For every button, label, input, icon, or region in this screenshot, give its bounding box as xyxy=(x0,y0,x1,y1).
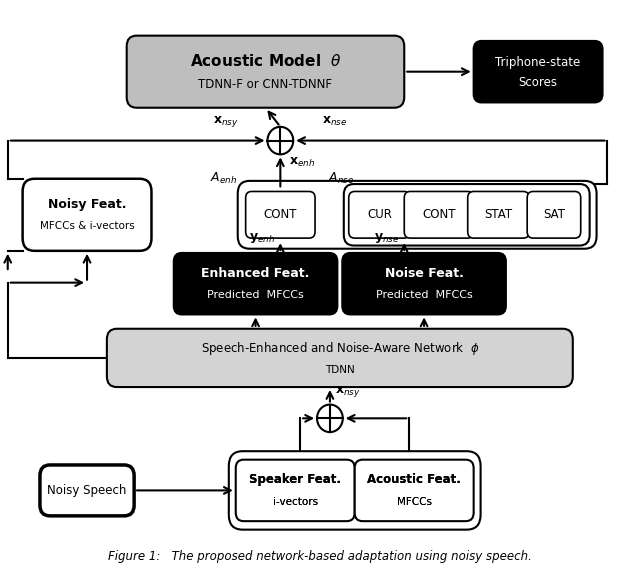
Text: MFCCs: MFCCs xyxy=(397,497,431,507)
Text: Noisy Feat.: Noisy Feat. xyxy=(48,198,126,211)
Text: MFCCs: MFCCs xyxy=(397,497,431,507)
Text: Triphone-state: Triphone-state xyxy=(495,55,580,69)
Text: CONT: CONT xyxy=(264,208,297,221)
Text: CUR: CUR xyxy=(367,208,392,221)
Text: Speaker Feat.: Speaker Feat. xyxy=(249,473,341,486)
Text: Noise Feat.: Noise Feat. xyxy=(385,266,463,280)
FancyBboxPatch shape xyxy=(468,191,529,238)
Text: CONT: CONT xyxy=(422,208,456,221)
Text: Acoustic Feat.: Acoustic Feat. xyxy=(367,473,461,486)
Text: Acoustic Model  $\theta$: Acoustic Model $\theta$ xyxy=(189,53,341,69)
FancyBboxPatch shape xyxy=(404,191,474,238)
FancyBboxPatch shape xyxy=(127,36,404,108)
Text: Enhanced Feat.: Enhanced Feat. xyxy=(202,266,310,280)
FancyBboxPatch shape xyxy=(246,191,315,238)
FancyBboxPatch shape xyxy=(237,181,596,249)
Text: SAT: SAT xyxy=(543,208,565,221)
FancyBboxPatch shape xyxy=(355,460,474,521)
Text: TDNN: TDNN xyxy=(325,365,355,375)
FancyBboxPatch shape xyxy=(236,460,355,521)
Text: $\mathbf{x}_{nsy}$: $\mathbf{x}_{nsy}$ xyxy=(335,384,360,399)
Text: Predicted  MFCCs: Predicted MFCCs xyxy=(376,290,472,301)
Text: $\mathbf{x}_{nsy}$: $\mathbf{x}_{nsy}$ xyxy=(213,114,239,129)
FancyBboxPatch shape xyxy=(22,179,152,251)
FancyBboxPatch shape xyxy=(344,184,589,246)
FancyBboxPatch shape xyxy=(355,460,474,521)
FancyBboxPatch shape xyxy=(236,460,355,521)
Text: STAT: STAT xyxy=(484,208,513,221)
FancyBboxPatch shape xyxy=(228,451,481,529)
FancyBboxPatch shape xyxy=(527,191,580,238)
Text: $\mathbf{x}_{enh}$: $\mathbf{x}_{enh}$ xyxy=(289,156,315,169)
Text: $\mathbf{y}_{nse}$: $\mathbf{y}_{nse}$ xyxy=(374,231,399,245)
Text: $A_{enh}$: $A_{enh}$ xyxy=(211,171,237,186)
Text: $\mathbf{x}_{nse}$: $\mathbf{x}_{nse}$ xyxy=(322,115,348,128)
FancyBboxPatch shape xyxy=(40,465,134,516)
Text: Figure 1:   The proposed network-based adaptation using noisy speech.: Figure 1: The proposed network-based ada… xyxy=(108,550,532,562)
FancyBboxPatch shape xyxy=(107,329,573,387)
FancyBboxPatch shape xyxy=(474,41,602,102)
Text: Noisy Speech: Noisy Speech xyxy=(47,484,127,497)
Text: i-vectors: i-vectors xyxy=(273,497,318,507)
Text: $\mathbf{y}_{enh}$: $\mathbf{y}_{enh}$ xyxy=(250,231,276,245)
FancyBboxPatch shape xyxy=(342,253,506,314)
FancyBboxPatch shape xyxy=(174,253,337,314)
Text: Acoustic Feat.: Acoustic Feat. xyxy=(367,473,461,486)
FancyBboxPatch shape xyxy=(349,191,410,238)
Text: MFCCs & i-vectors: MFCCs & i-vectors xyxy=(40,221,134,231)
Text: i-vectors: i-vectors xyxy=(273,497,318,507)
Text: $A_{nse}$: $A_{nse}$ xyxy=(328,171,354,186)
Text: Predicted  MFCCs: Predicted MFCCs xyxy=(207,290,304,301)
Text: Speaker Feat.: Speaker Feat. xyxy=(249,473,341,486)
Text: Scores: Scores xyxy=(518,76,557,89)
Text: Speech-Enhanced and Noise-Aware Network  $\phi$: Speech-Enhanced and Noise-Aware Network … xyxy=(200,340,479,357)
Text: TDNN-F or CNN-TDNNF: TDNN-F or CNN-TDNNF xyxy=(198,78,332,91)
